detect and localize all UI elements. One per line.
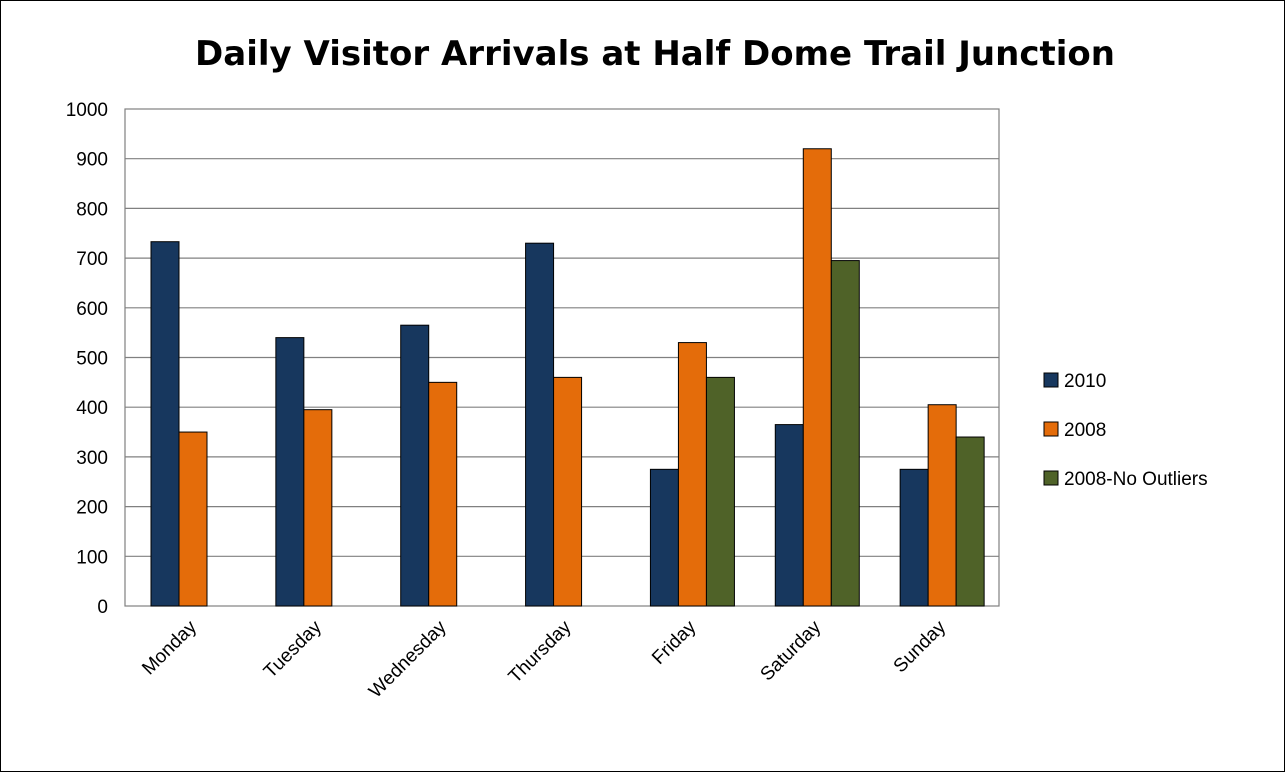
y-tick-label: 100 bbox=[76, 547, 108, 568]
bars bbox=[150, 148, 985, 607]
y-tick-label: 700 bbox=[76, 249, 108, 270]
y-tick-label: 500 bbox=[76, 349, 108, 370]
x-tick-label: Saturday bbox=[757, 616, 826, 685]
bar-2008-friday bbox=[677, 342, 707, 607]
bar-2008-thursday bbox=[553, 376, 583, 607]
bar-2010-thursday bbox=[525, 242, 555, 607]
y-tick-label: 400 bbox=[76, 398, 108, 419]
y-axis-ticks: 0 100 200 300 400 500 600 700 800 900 1000 bbox=[66, 100, 108, 618]
y-tick-label: 0 bbox=[97, 597, 108, 618]
bar-2008-saturday bbox=[802, 148, 832, 607]
bar-2008-wednesday bbox=[428, 381, 458, 607]
legend-swatch-2008 bbox=[1043, 421, 1059, 437]
y-tick-label: 200 bbox=[76, 498, 108, 519]
x-tick-label: Friday bbox=[648, 616, 701, 669]
bar-2008-no-outliers-sunday bbox=[955, 436, 985, 607]
bar-2008-tuesday bbox=[303, 409, 333, 607]
x-tick-label: Sunday bbox=[890, 616, 951, 677]
gridlines bbox=[125, 158, 999, 557]
legend-label-2008: 2008 bbox=[1064, 420, 1106, 441]
legend: 2010 2008 2008-No Outliers bbox=[1043, 371, 1208, 490]
x-tick-label: Thursday bbox=[505, 616, 576, 687]
bar-2008-no-outliers-saturday bbox=[830, 260, 860, 607]
bar-2010-friday bbox=[649, 468, 679, 607]
bar-2010-monday bbox=[150, 241, 180, 607]
y-tick-label: 300 bbox=[76, 448, 108, 469]
legend-label-2008-no-outliers: 2008-No Outliers bbox=[1064, 469, 1208, 490]
bar-2008-monday bbox=[178, 431, 208, 607]
bar-2010-saturday bbox=[774, 424, 804, 607]
y-tick-label: 600 bbox=[76, 299, 108, 320]
x-tick-label: Tuesday bbox=[260, 616, 326, 682]
legend-label-2010: 2010 bbox=[1064, 371, 1106, 392]
legend-swatch-2010 bbox=[1043, 372, 1059, 388]
bar-2008-no-outliers-friday bbox=[705, 376, 735, 607]
bar-2008-sunday bbox=[927, 404, 957, 607]
legend-swatch-2008-no-outliers bbox=[1043, 470, 1059, 486]
y-tick-label: 800 bbox=[76, 199, 108, 220]
x-tick-label: Wednesday bbox=[365, 616, 451, 702]
x-axis-ticks: Monday Tuesday Wednesday Thursday Friday Satu… bbox=[138, 616, 950, 702]
bar-2010-wednesday bbox=[400, 324, 430, 607]
bar-2010-sunday bbox=[899, 468, 929, 607]
y-tick-label: 1000 bbox=[66, 100, 108, 121]
y-tick-label: 900 bbox=[76, 150, 108, 171]
bar-2010-tuesday bbox=[275, 337, 305, 607]
x-tick-label: Monday bbox=[138, 616, 201, 679]
chart-title: Daily Visitor Arrivals at Half Dome Trai… bbox=[195, 34, 1115, 74]
